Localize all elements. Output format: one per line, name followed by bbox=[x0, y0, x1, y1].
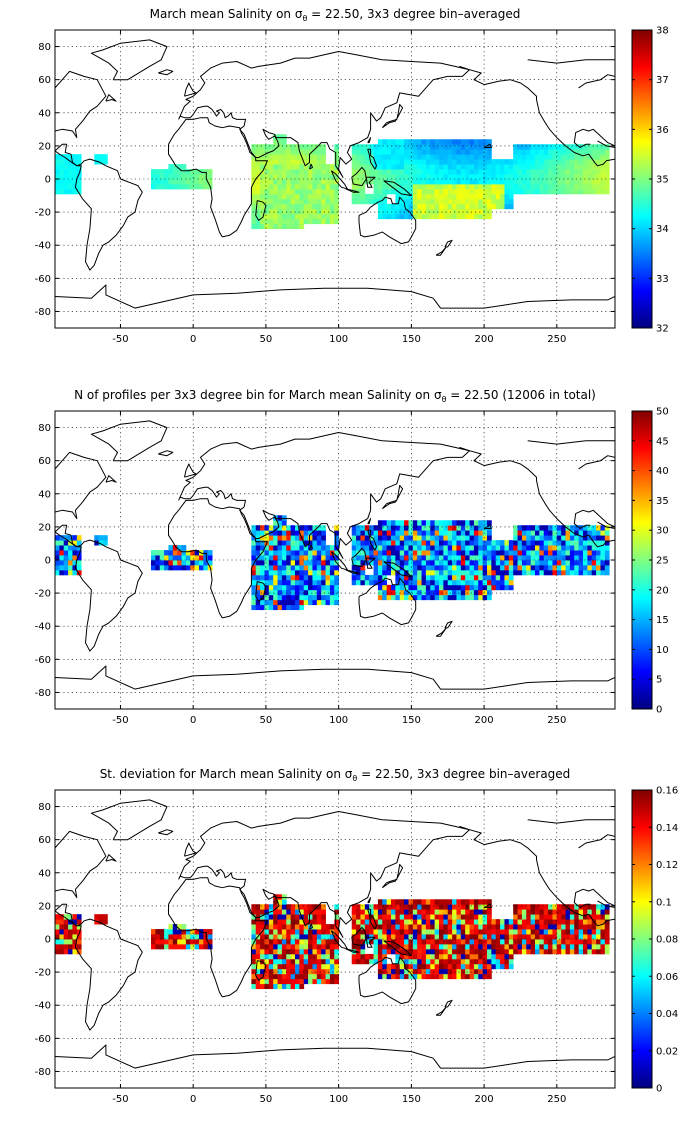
y-tick-label: 80 bbox=[38, 423, 51, 434]
colorbar-tick-label: 0.16 bbox=[656, 786, 678, 797]
x-tick-label: 200 bbox=[475, 715, 494, 726]
panel-title: N of profiles per 3x3 degree bin for Mar… bbox=[74, 388, 596, 404]
x-tick-label: 200 bbox=[475, 334, 494, 345]
x-tick-label: -50 bbox=[112, 715, 128, 726]
y-tick-label: -20 bbox=[35, 208, 51, 219]
colorbar-tick-label: 0 bbox=[656, 1084, 662, 1095]
panel-mean: March mean Salinity on σθ = 22.50, 3x3 d… bbox=[35, 7, 669, 345]
x-tick-label: 250 bbox=[547, 1094, 566, 1105]
colorbar-tick-label: 32 bbox=[656, 324, 669, 335]
y-tick-label: -80 bbox=[35, 1067, 51, 1078]
colorbar: 32 33 34 35 36 37 38 bbox=[631, 26, 669, 335]
data-bins bbox=[55, 894, 610, 990]
colorbar-tick-label: 35 bbox=[656, 496, 669, 507]
y-tick-label: 20 bbox=[38, 141, 51, 152]
map-axes-frame bbox=[54, 29, 616, 329]
x-tick-label: 150 bbox=[402, 334, 421, 345]
y-tick-label: -60 bbox=[35, 1034, 51, 1045]
panel-title: March mean Salinity on σθ = 22.50, 3x3 d… bbox=[150, 7, 521, 23]
colorbar-tick-label: 35 bbox=[656, 175, 669, 186]
colorbar-tick-label: 5 bbox=[656, 675, 662, 686]
colorbar-tick-label: 0.1 bbox=[656, 897, 672, 908]
data-bins bbox=[55, 134, 610, 230]
colorbar: 0 5 10 15 20 25 30 35 40 45 50 bbox=[631, 407, 669, 716]
y-tick-label: 0 bbox=[45, 935, 51, 946]
colorbar-tick-label: 20 bbox=[656, 585, 669, 596]
x-tick-label: 0 bbox=[190, 715, 196, 726]
y-tick-label: 40 bbox=[38, 868, 51, 879]
colorbar-tick-label: 50 bbox=[656, 407, 669, 418]
x-tick-label: 250 bbox=[547, 715, 566, 726]
x-tick-label: 100 bbox=[329, 715, 348, 726]
x-tick-label: 100 bbox=[329, 334, 348, 345]
colorbar-tick-label: 37 bbox=[656, 75, 669, 86]
y-tick-label: 60 bbox=[38, 456, 51, 467]
y-tick-label: 20 bbox=[38, 522, 51, 533]
grid bbox=[55, 411, 615, 709]
y-tick-label: 60 bbox=[38, 75, 51, 86]
x-tick-label: 150 bbox=[402, 1094, 421, 1105]
colorbar-tick-label: 40 bbox=[656, 466, 669, 477]
y-tick-label: 80 bbox=[38, 802, 51, 813]
x-tick-label: 50 bbox=[260, 1094, 273, 1105]
x-tick-label: 200 bbox=[475, 1094, 494, 1105]
panel-count: N of profiles per 3x3 degree bin for Mar… bbox=[35, 388, 669, 726]
y-tick-label: -60 bbox=[35, 274, 51, 285]
x-tick-label: 0 bbox=[190, 1094, 196, 1105]
colorbar-tick-label: 0.08 bbox=[656, 935, 678, 946]
y-tick-label: -20 bbox=[35, 968, 51, 979]
colorbar-tick-label: 10 bbox=[656, 645, 669, 656]
colorbar-tick-label: 0.02 bbox=[656, 1046, 678, 1057]
colorbar-tick-label: 36 bbox=[656, 125, 669, 136]
colorbar-tick-label: 33 bbox=[656, 274, 669, 285]
grid bbox=[55, 790, 615, 1088]
y-tick-label: -40 bbox=[35, 1001, 51, 1012]
y-tick-label: 40 bbox=[38, 108, 51, 119]
y-tick-label: -40 bbox=[35, 622, 51, 633]
x-tick-label: -50 bbox=[112, 334, 128, 345]
colorbar-tick-label: 45 bbox=[656, 436, 669, 447]
x-tick-label: 50 bbox=[260, 334, 273, 345]
y-tick-label: 20 bbox=[38, 901, 51, 912]
y-tick-label: -40 bbox=[35, 241, 51, 252]
y-tick-label: -80 bbox=[35, 688, 51, 699]
y-tick-label: -60 bbox=[35, 655, 51, 666]
colorbar-tick-label: 0.06 bbox=[656, 972, 678, 983]
colorbar-tick-label: 15 bbox=[656, 615, 669, 626]
map-axes-frame bbox=[54, 410, 616, 710]
panel-title: St. deviation for March mean Salinity on… bbox=[100, 767, 571, 783]
y-tick-label: 0 bbox=[45, 175, 51, 186]
y-tick-label: -80 bbox=[35, 307, 51, 318]
data-bins bbox=[55, 515, 610, 611]
x-tick-label: 150 bbox=[402, 715, 421, 726]
grid bbox=[55, 30, 615, 328]
x-tick-label: 50 bbox=[260, 715, 273, 726]
y-tick-label: 80 bbox=[38, 42, 51, 53]
colorbar-tick-label: 38 bbox=[656, 26, 669, 37]
x-tick-label: 250 bbox=[547, 334, 566, 345]
map-axes-frame bbox=[54, 789, 616, 1089]
colorbar-tick-label: 25 bbox=[656, 556, 669, 567]
x-tick-label: -50 bbox=[112, 1094, 128, 1105]
colorbar-tick-label: 0.12 bbox=[656, 860, 678, 871]
colorbar-tick-label: 0.04 bbox=[656, 1009, 678, 1020]
y-tick-label: -20 bbox=[35, 589, 51, 600]
x-tick-label: 0 bbox=[190, 334, 196, 345]
y-tick-label: 40 bbox=[38, 489, 51, 500]
panel-std: St. deviation for March mean Salinity on… bbox=[35, 767, 679, 1105]
colorbar: 0 0.02 0.04 0.06 0.08 0.1 0.12 0.14 0.16 bbox=[631, 786, 678, 1095]
colorbar-tick-label: 34 bbox=[656, 224, 669, 235]
y-tick-label: 0 bbox=[45, 556, 51, 567]
colorbar-tick-label: 0 bbox=[656, 705, 662, 716]
y-tick-label: 60 bbox=[38, 835, 51, 846]
colorbar-tick-label: 0.14 bbox=[656, 823, 678, 834]
colorbar-tick-label: 30 bbox=[656, 526, 669, 537]
x-tick-label: 100 bbox=[329, 1094, 348, 1105]
